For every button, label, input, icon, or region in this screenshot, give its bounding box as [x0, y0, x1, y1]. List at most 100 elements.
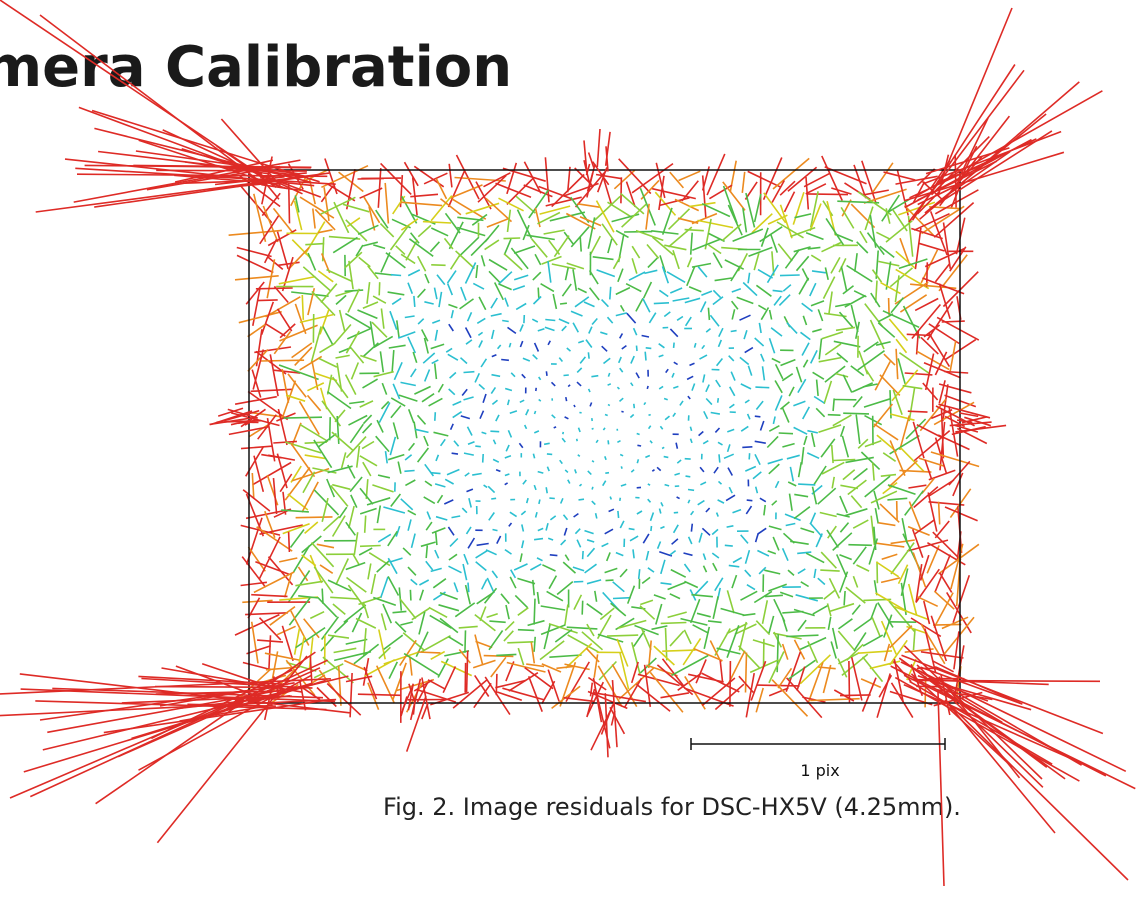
residual-vector-181 — [645, 203, 650, 230]
residual-vector-813 — [922, 382, 939, 401]
residual-vector-1300 — [604, 528, 614, 535]
residual-vector-1234 — [383, 506, 406, 514]
residual-vector-1093 — [564, 469, 569, 473]
residual-vector-1464 — [758, 566, 767, 575]
residual-vector-1034 — [451, 452, 459, 455]
residual-vector-1689 — [327, 634, 350, 639]
residual-vector-1579 — [933, 590, 955, 610]
residual-vector-951 — [714, 427, 721, 433]
residual-vector-1660 — [634, 624, 659, 636]
outlier-vector-2016 — [903, 683, 1074, 761]
residual-vector-578 — [490, 329, 495, 340]
residual-vector-1271 — [908, 501, 922, 530]
residual-vector-1412 — [744, 549, 751, 564]
residual-vector-777 — [414, 385, 431, 395]
residual-vector-1031 — [404, 454, 413, 461]
residual-vector-1476 — [919, 554, 930, 581]
residual-vector-349 — [854, 253, 858, 272]
residual-vector-1330 — [301, 535, 322, 554]
residual-vector-1863 — [618, 667, 655, 700]
outlier-vector-2081 — [596, 128, 601, 168]
residual-vector-1324 — [934, 520, 950, 539]
residual-vector-1100 — [656, 466, 662, 472]
residual-vector-238 — [721, 223, 742, 242]
residual-vector-1641 — [380, 613, 387, 631]
residual-vector-495 — [757, 304, 767, 311]
residual-vector-1636 — [303, 618, 320, 639]
residual-vector-599 — [786, 322, 798, 334]
residual-vector-1566 — [753, 590, 773, 604]
residual-vector-634 — [566, 347, 572, 352]
residual-vector-1796 — [409, 656, 413, 676]
residual-vector-642 — [672, 342, 675, 348]
residual-vector-1272 — [927, 492, 938, 532]
residual-vector-1115 — [871, 462, 875, 481]
residual-vector-223 — [522, 224, 530, 241]
residual-vector-489 — [672, 297, 690, 302]
residual-vector-787 — [567, 384, 571, 388]
residual-vector-1575 — [875, 592, 908, 613]
residual-vector-1088 — [495, 468, 501, 473]
residual-vector-756 — [835, 372, 849, 378]
residual-vector-202 — [921, 205, 965, 235]
outlier-vector-2053 — [405, 695, 427, 752]
residual-vector-568 — [346, 327, 372, 340]
residual-vector-1624 — [851, 604, 861, 616]
residual-vector-1457 — [660, 559, 666, 575]
residual-vector-1213 — [811, 486, 818, 505]
residual-vector-1665 — [707, 620, 722, 624]
outlier-vector-1958 — [64, 158, 315, 187]
residual-vector-1910 — [563, 696, 594, 703]
residual-vector-318 — [416, 255, 427, 272]
residual-vector-1877 — [822, 664, 832, 694]
residual-vector-1136 — [444, 478, 454, 485]
residual-vector-1276 — [264, 510, 276, 538]
residual-vector-317 — [400, 253, 416, 265]
residual-vector-1650 — [504, 621, 515, 631]
residual-vector-1541 — [409, 589, 412, 601]
residual-vector-737 — [576, 367, 583, 373]
residual-vector-1846 — [392, 662, 407, 701]
residual-vector-609 — [923, 324, 941, 338]
residual-vector-1345 — [521, 540, 525, 549]
residual-vector-822 — [326, 390, 352, 410]
residual-vector-1591 — [392, 610, 407, 614]
residual-vector-25 — [595, 173, 623, 180]
residual-vector-329 — [566, 262, 585, 270]
residual-vector-1227 — [281, 509, 309, 513]
residual-vector-1507 — [641, 576, 651, 585]
residual-vector-1854 — [495, 679, 527, 689]
residual-vector-326 — [534, 253, 542, 266]
residual-vector-161 — [368, 206, 376, 231]
residual-vector-1375 — [932, 531, 962, 561]
residual-vector-1372 — [890, 539, 915, 545]
residual-vector-1923 — [755, 687, 764, 713]
residual-vector-33 — [706, 153, 726, 196]
residual-vector-536 — [615, 312, 628, 317]
residual-vector-169 — [471, 213, 488, 226]
residual-vector-1448 — [530, 563, 542, 571]
residual-vector-1247 — [573, 512, 579, 518]
residual-vector-424 — [472, 282, 485, 290]
outlier-vector-2035 — [939, 682, 1032, 711]
residual-vector-1874 — [777, 667, 793, 689]
residual-vector-885 — [509, 410, 518, 414]
residual-vector-410 — [273, 285, 289, 304]
residual-vector-263 — [362, 241, 378, 247]
residual-vector-1853 — [495, 673, 498, 696]
residual-vector-1521 — [839, 571, 849, 593]
residual-vector-827 — [398, 394, 418, 402]
outlier-vector-1960 — [73, 159, 301, 203]
residual-vector-524 — [450, 310, 454, 319]
residual-vector-1485 — [327, 579, 352, 592]
residual-vector-336 — [672, 249, 680, 270]
residual-vector-838 — [565, 396, 568, 402]
residual-vector-1092 — [546, 466, 550, 472]
residual-vector-1654 — [548, 622, 578, 634]
residual-vector-731 — [491, 373, 501, 378]
residual-vector-1064 — [860, 451, 881, 470]
residual-vector-41 — [821, 155, 843, 201]
residual-vector-270 — [458, 236, 480, 258]
residual-vector-475 — [478, 296, 487, 311]
residual-vector-300 — [879, 245, 895, 259]
